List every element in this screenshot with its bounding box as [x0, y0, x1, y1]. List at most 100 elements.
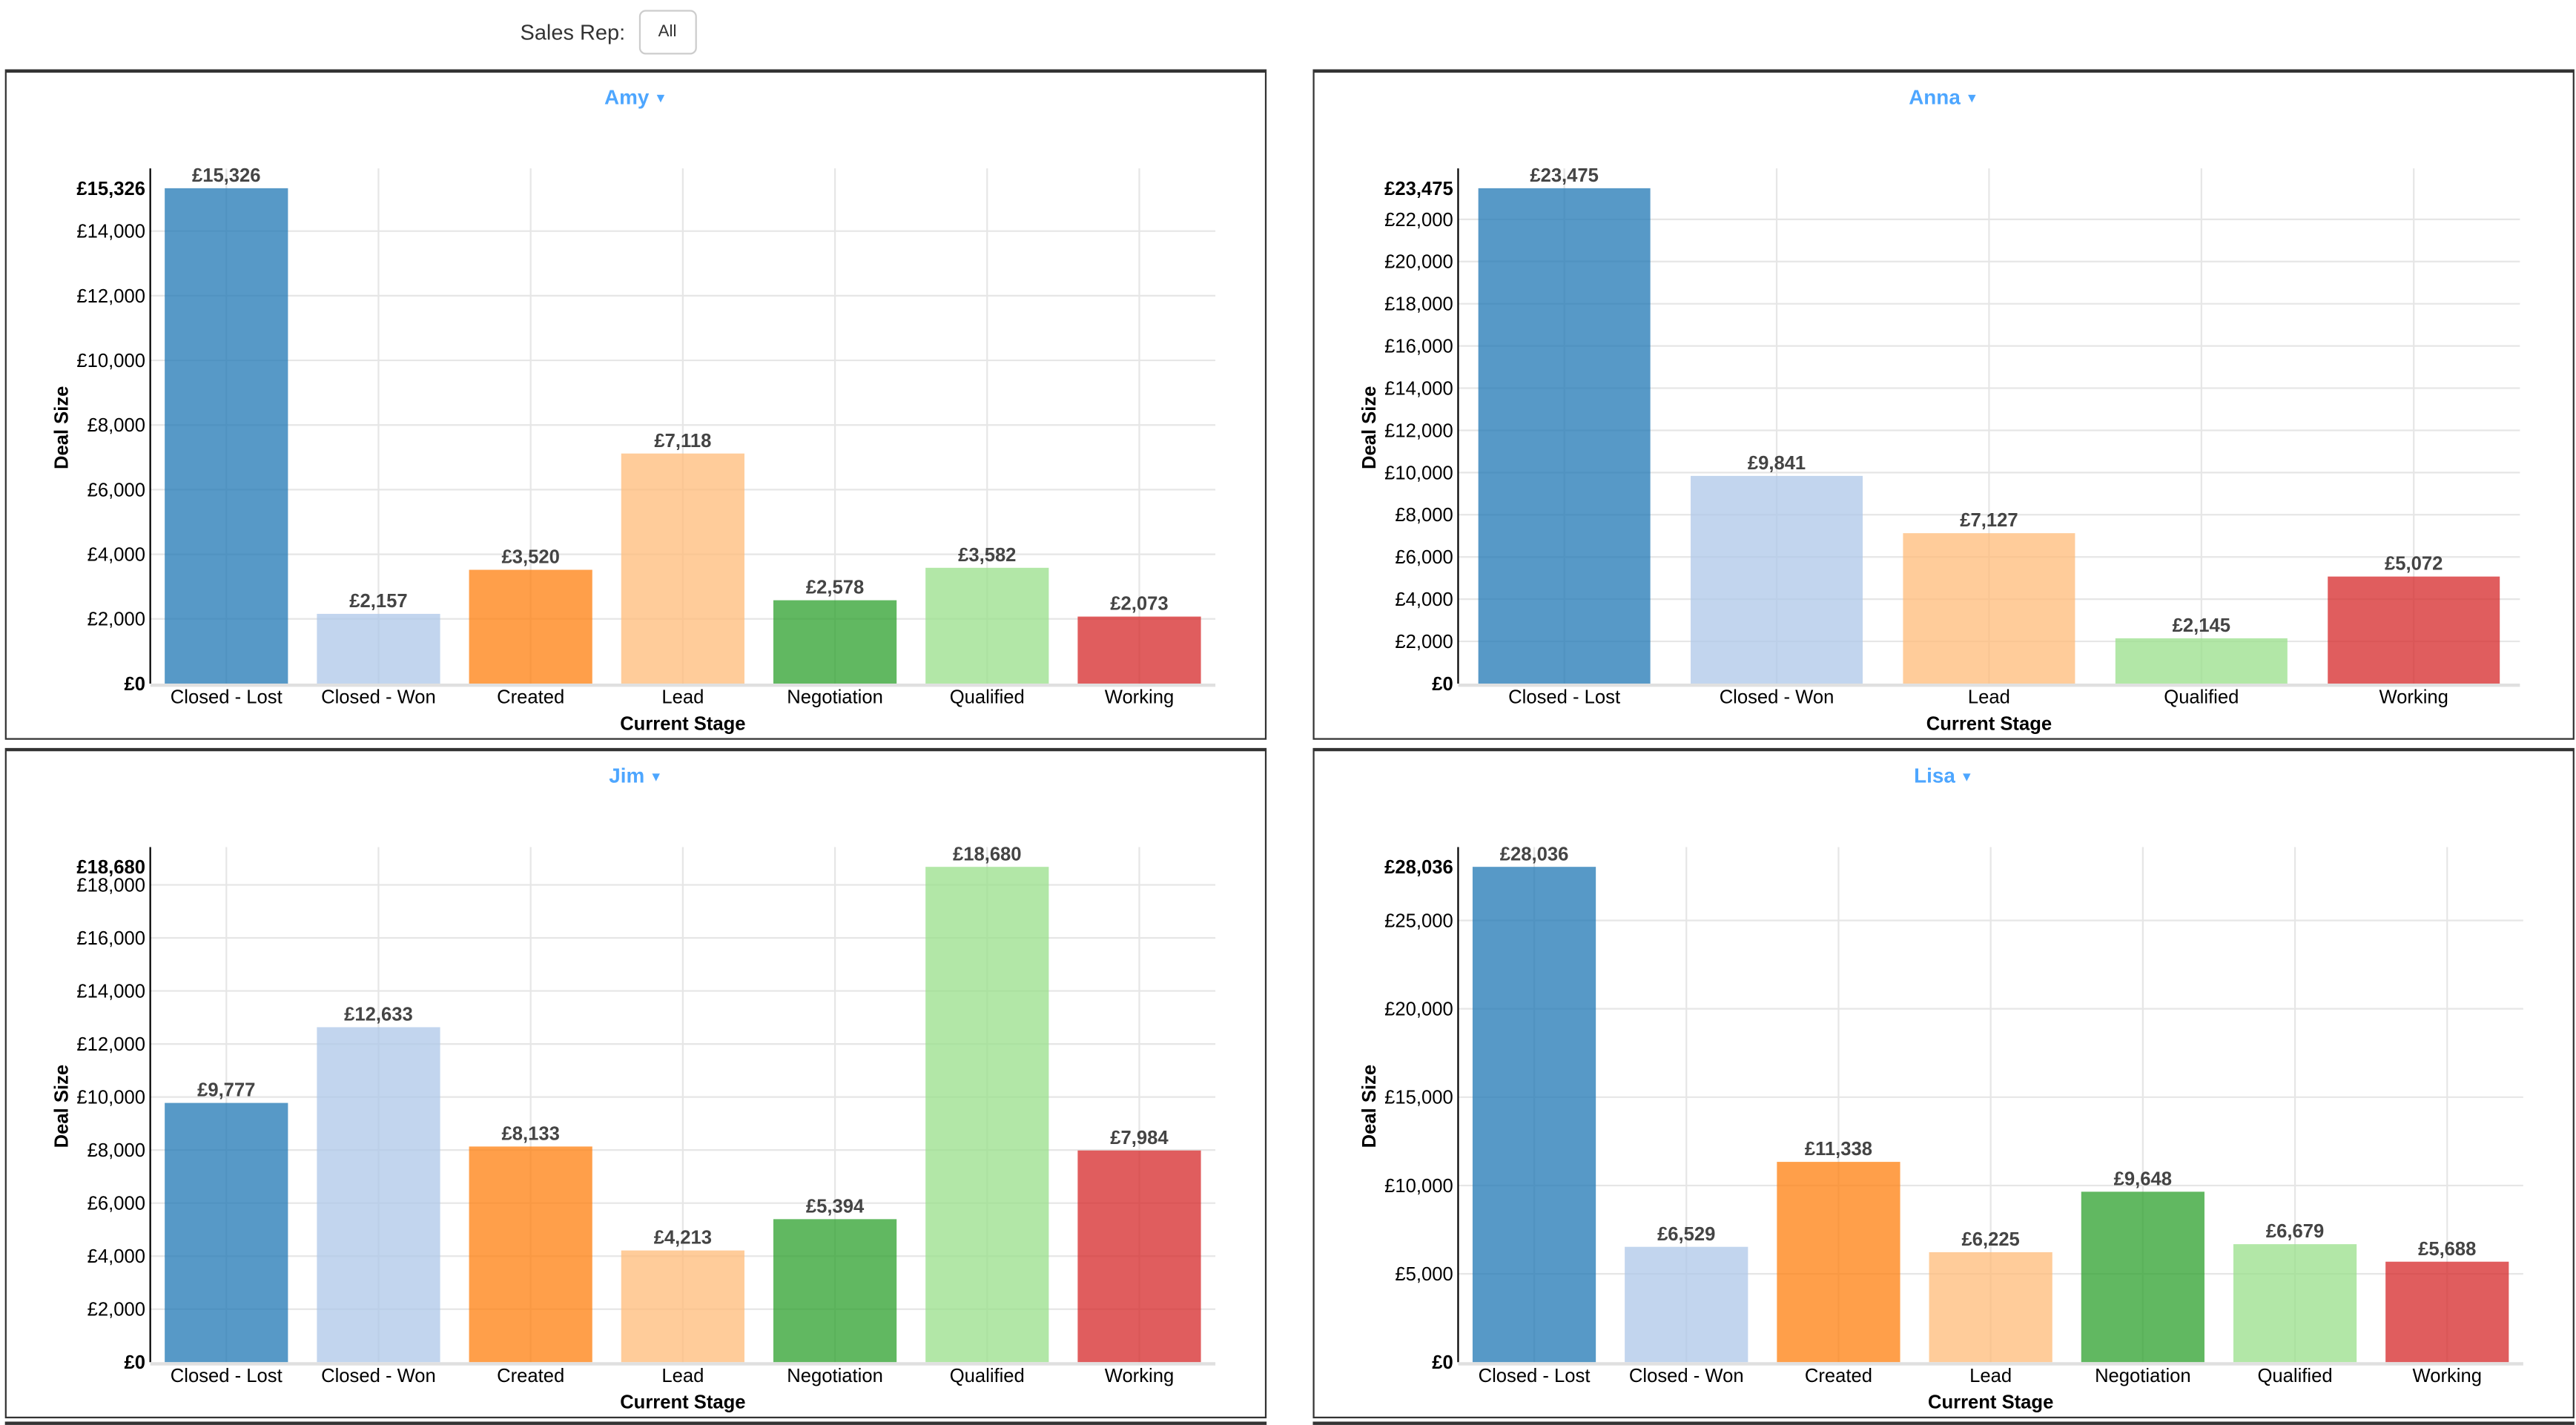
bar — [2081, 1191, 2205, 1363]
panel-title: Jim — [609, 764, 645, 788]
bar-value-label: £2,578 — [806, 578, 864, 598]
y-tick-label: £2,000 — [1395, 632, 1453, 652]
y-tick-label: £15,000 — [1384, 1088, 1453, 1108]
y-tick-label: £4,000 — [1395, 589, 1453, 610]
next-panel-edge — [1312, 1421, 2575, 1425]
y-tick-label: £6,000 — [1395, 547, 1453, 568]
bar — [773, 600, 897, 684]
bar — [165, 188, 288, 684]
x-tick-label: Lead — [661, 1366, 704, 1386]
x-axis-title: Current Stage — [1928, 1392, 2053, 1413]
bar — [317, 613, 440, 684]
x-tick-label: Closed - Won — [321, 687, 436, 708]
caret-down-icon: ▼ — [1965, 90, 1979, 106]
bar-value-label: £15,326 — [192, 165, 261, 186]
y-tick-label: £16,000 — [76, 928, 145, 949]
y-tick-label: £2,000 — [87, 609, 145, 630]
bar-chart: £0 £2,000 £4,000 £6,000 £8,000 £10,000 £12,000… — [51, 165, 1216, 734]
bar — [2233, 1244, 2357, 1363]
bar — [621, 1250, 744, 1363]
y-tick-label: £14,000 — [1384, 378, 1453, 399]
bar-chart: £0 £2,000 £4,000 £6,000 £8,000 £10,000 £12,000… — [51, 844, 1216, 1413]
y-axis-title: Deal Size — [1359, 1065, 1380, 1148]
bar-value-label: £6,679 — [2266, 1221, 2324, 1242]
bar-value-label: £5,394 — [806, 1196, 865, 1217]
bar-value-label: £9,648 — [2114, 1168, 2172, 1189]
y-tick-label: £0 — [124, 674, 145, 695]
x-tick-label: Negotiation — [2095, 1366, 2191, 1386]
x-tick-label: Qualified — [2258, 1366, 2333, 1386]
sales-rep-select[interactable]: All — [638, 10, 697, 55]
panel-title: Lisa — [1914, 764, 1955, 788]
x-axis-title: Current Stage — [620, 1392, 745, 1413]
bar-value-label: £28,036 — [1500, 844, 1569, 864]
y-tick-label: £14,000 — [76, 981, 145, 1002]
y-tick-label: £2,000 — [87, 1300, 145, 1320]
y-tick-label: £14,000 — [76, 222, 145, 242]
x-tick-label: Closed - Won — [1720, 687, 1834, 708]
y-tick-label: £20,000 — [1384, 252, 1453, 273]
bar — [1929, 1252, 2052, 1363]
x-tick-label: Closed - Won — [321, 1366, 436, 1386]
panel-title-dropdown[interactable]: Lisa ▼ — [1315, 764, 2573, 787]
bar — [773, 1219, 897, 1363]
bar-value-label: £12,633 — [344, 1005, 413, 1025]
y-tick-label: £10,000 — [76, 351, 145, 371]
panel-title: Amy — [604, 85, 650, 109]
panel-title-dropdown[interactable]: Amy ▼ — [7, 86, 1265, 109]
bar-value-label: £9,841 — [1748, 453, 1806, 474]
chart-panel-jim: Jim ▼ £0 £2,000 £4,000 £6,000 £8,000 £10,000 £1… — [4, 747, 1267, 1418]
y-tick-label: £5,000 — [1395, 1264, 1453, 1285]
bar-value-label: £5,072 — [2385, 554, 2443, 575]
panel-title-dropdown[interactable]: Jim ▼ — [7, 764, 1265, 787]
bar-value-label: £3,520 — [501, 547, 559, 568]
caret-down-icon: ▼ — [1960, 770, 1974, 785]
bar-value-label: £7,118 — [654, 431, 711, 452]
bar-value-label: £18,680 — [953, 844, 1022, 864]
bar — [1903, 533, 2075, 684]
x-tick-label: Negotiation — [787, 687, 883, 708]
y-tick-label: £16,000 — [1384, 337, 1453, 357]
bar — [1472, 867, 1596, 1363]
y-max-label: £15,326 — [76, 179, 145, 199]
y-tick-label: £12,000 — [76, 286, 145, 307]
y-tick-label: £10,000 — [1384, 1176, 1453, 1197]
x-tick-label: Qualified — [2164, 687, 2239, 708]
bar-value-label: £7,127 — [1960, 510, 2018, 531]
bar-value-label: £5,688 — [2418, 1239, 2476, 1260]
panel-title-dropdown[interactable]: Anna ▼ — [1315, 86, 2573, 109]
x-axis-title: Current Stage — [620, 713, 745, 734]
y-tick-label: £0 — [124, 1352, 145, 1373]
bar — [925, 567, 1049, 684]
bar-chart: £0 £5,000 £10,000 £15,000 £20,000 £25,000 £28,… — [1359, 844, 2523, 1413]
x-tick-label: Working — [2379, 687, 2448, 708]
bar — [1691, 475, 1863, 684]
bar — [925, 867, 1049, 1363]
y-tick-label: £4,000 — [87, 1246, 145, 1267]
x-tick-label: Created — [1805, 1366, 1872, 1386]
x-tick-label: Closed - Lost — [171, 1366, 283, 1386]
caret-down-icon: ▼ — [649, 770, 663, 785]
y-tick-label: £12,000 — [1384, 420, 1453, 441]
bar-value-label: £4,213 — [654, 1228, 712, 1249]
bar — [2328, 576, 2500, 684]
bar — [2385, 1261, 2509, 1363]
x-tick-label: Created — [497, 687, 564, 708]
bar — [621, 453, 744, 684]
y-tick-label: £10,000 — [76, 1088, 145, 1108]
bar-value-label: £2,073 — [1110, 594, 1168, 615]
bar-value-label: £2,145 — [2173, 615, 2230, 636]
bar — [1777, 1162, 1900, 1363]
y-tick-label: £4,000 — [87, 545, 145, 566]
bar-chart: £0 £2,000 £4,000 £6,000 £8,000 £10,000 £12,000… — [1359, 165, 2520, 734]
sales-rep-filter: Sales Rep: All — [521, 10, 697, 55]
bar-value-label: £23,475 — [1530, 165, 1599, 186]
y-tick-label: £6,000 — [87, 1194, 145, 1214]
bar — [317, 1027, 440, 1363]
y-tick-label: £10,000 — [1384, 463, 1453, 483]
y-tick-label: £8,000 — [87, 415, 145, 436]
x-tick-label: Lead — [1968, 687, 2010, 708]
y-axis-title: Deal Size — [51, 1065, 72, 1148]
bar-value-label: £2,157 — [349, 591, 407, 612]
x-tick-label: Closed - Lost — [171, 687, 283, 708]
